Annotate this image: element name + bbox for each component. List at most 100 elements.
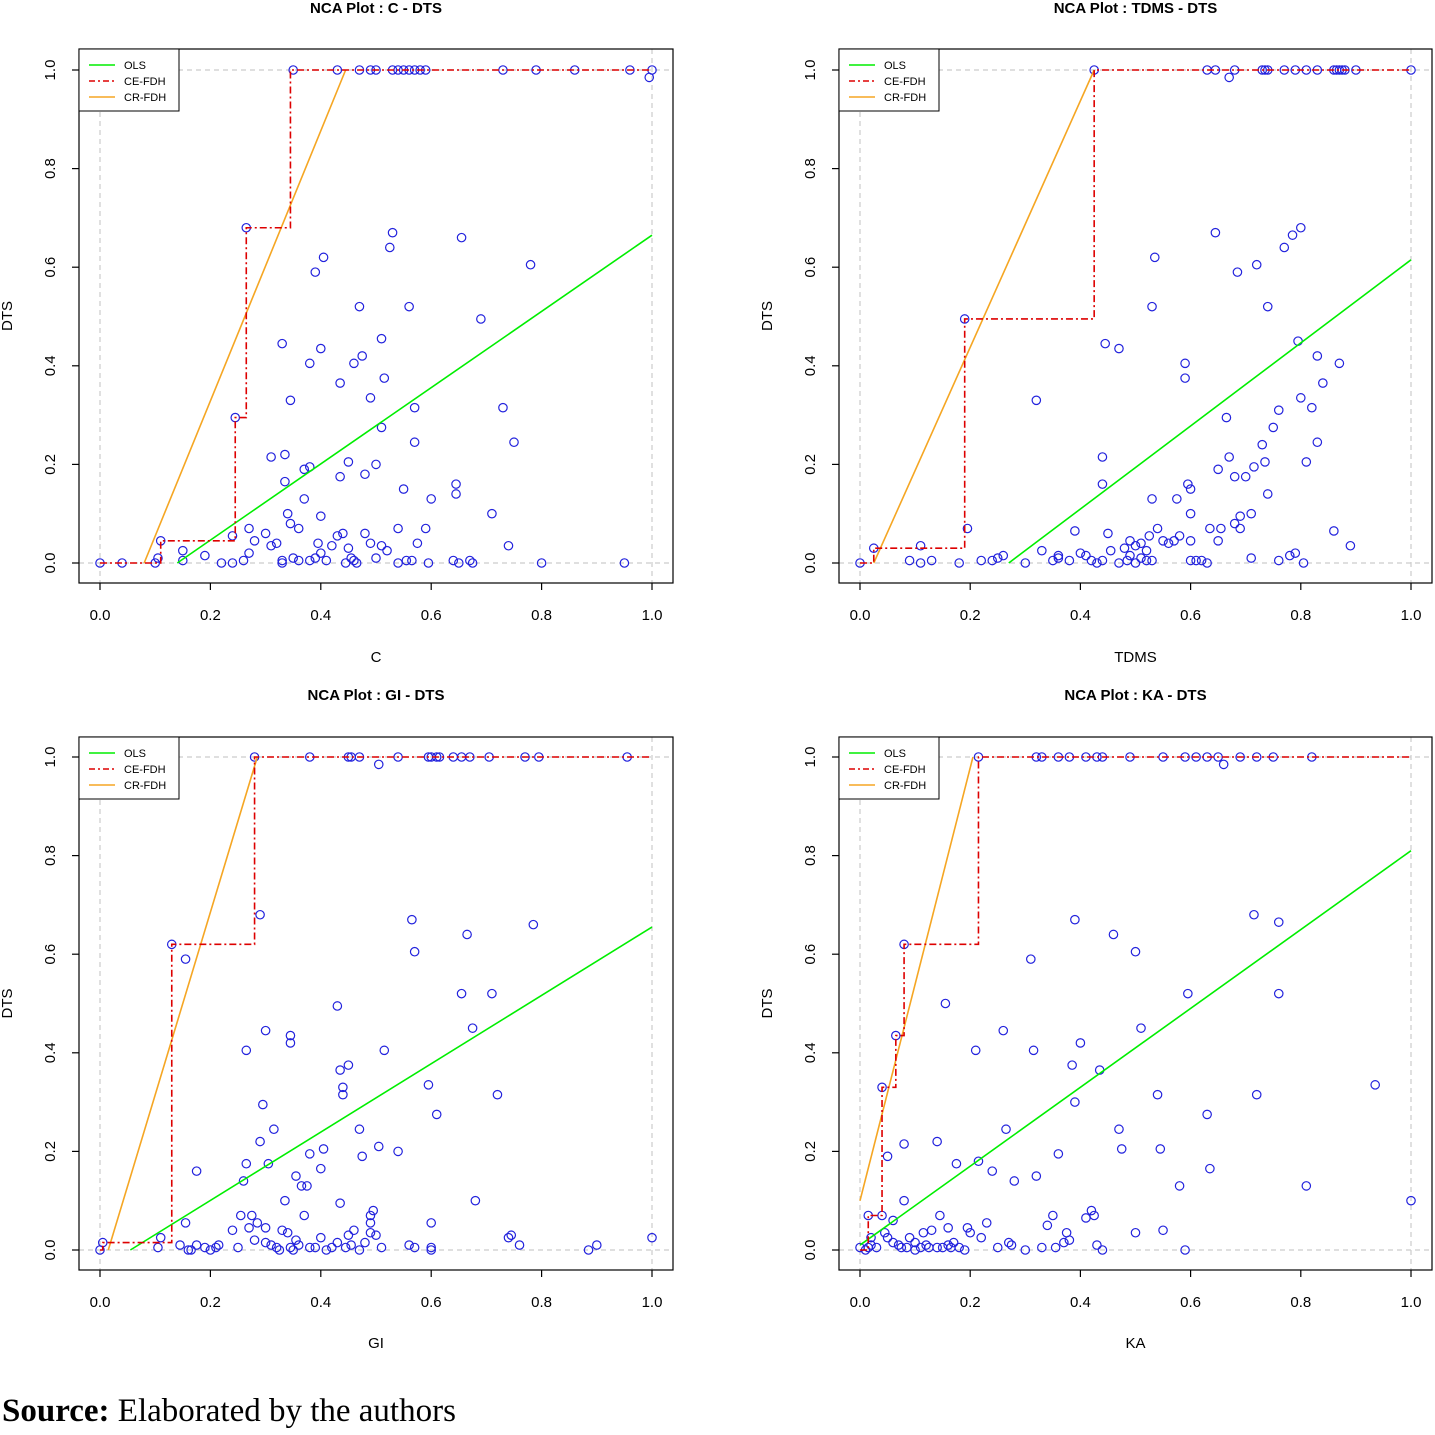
ols-line: [1008, 259, 1412, 564]
data-point: [357, 351, 367, 361]
data-point: [252, 1218, 263, 1228]
data-point: [918, 1227, 929, 1238]
data-point: [1086, 555, 1097, 566]
data-point: [965, 1227, 975, 1238]
legend-label-cr-fdh: CR-FDH: [884, 92, 926, 104]
data-point: [525, 259, 536, 270]
data-point: [1125, 550, 1135, 561]
data-point: [368, 1205, 379, 1216]
data-point: [338, 1089, 348, 1100]
data-point: [404, 301, 414, 312]
data-point: [1053, 553, 1064, 563]
ce-fdh-step-line: [100, 69, 652, 564]
data-point: [315, 511, 326, 521]
x-tick-label: 1.0: [1401, 607, 1422, 624]
data-point: [327, 540, 337, 551]
data-point: [879, 1227, 890, 1238]
data-point: [216, 558, 227, 568]
data-point: [1136, 553, 1146, 563]
data-point: [921, 1240, 931, 1250]
data-point: [1020, 1245, 1031, 1255]
data-point: [376, 1242, 387, 1253]
legend-label-ols: OLS: [124, 748, 146, 760]
y-axis-label: DTS: [759, 989, 776, 1019]
ols-line: [129, 926, 653, 1251]
data-point: [1130, 946, 1141, 957]
data-point: [304, 1149, 315, 1159]
legend-box: [838, 736, 940, 800]
data-point: [1070, 914, 1080, 925]
legend-label-ols: OLS: [884, 748, 906, 760]
data-point: [335, 378, 345, 388]
data-point: [456, 988, 467, 999]
data-point: [155, 1232, 166, 1243]
data-point: [409, 437, 420, 448]
data-point: [448, 555, 459, 566]
data-point: [1114, 343, 1124, 354]
data-point: [1279, 242, 1290, 253]
data-point: [200, 1242, 210, 1253]
data-point: [1273, 988, 1284, 999]
x-tick-label: 0.8: [531, 1294, 552, 1311]
y-tick-label: 0.0: [802, 553, 819, 574]
data-point: [1081, 1213, 1091, 1223]
data-point: [376, 422, 387, 433]
data-point: [426, 494, 436, 504]
data-point: [153, 1242, 163, 1253]
data-point: [304, 1242, 315, 1253]
data-point: [280, 449, 290, 460]
data-point: [282, 1227, 293, 1238]
data-point: [1216, 523, 1226, 534]
legend-label-cr-fdh: CR-FDH: [124, 92, 166, 104]
data-point: [871, 1242, 882, 1253]
x-tick-label: 1.0: [642, 607, 663, 624]
data-point: [291, 1171, 301, 1181]
data-point: [327, 1242, 337, 1253]
data-point: [293, 555, 304, 566]
data-point: [948, 1237, 959, 1248]
data-point: [1092, 558, 1102, 568]
x-tick-label: 0.0: [90, 1294, 111, 1311]
caption-label: Source:: [2, 1393, 110, 1429]
cr-fdh-line: [859, 756, 974, 1201]
legend-label-ols: OLS: [884, 60, 906, 72]
plot-frame: [78, 48, 674, 584]
x-tick-label: 0.2: [960, 1294, 981, 1311]
data-point: [1185, 484, 1196, 494]
y-tick-label: 1.0: [802, 747, 819, 768]
y-tick-label: 0.6: [802, 257, 819, 278]
data-point: [238, 1176, 249, 1186]
data-point: [1026, 954, 1036, 964]
data-point: [1001, 1124, 1011, 1135]
data-point: [426, 1245, 436, 1255]
data-point: [962, 1223, 973, 1233]
data-point: [365, 1210, 376, 1221]
data-point: [371, 1230, 381, 1241]
data-point: [1100, 338, 1110, 349]
data-point: [1235, 511, 1245, 521]
data-point: [1296, 393, 1306, 403]
data-point: [926, 1225, 937, 1236]
data-point: [291, 1235, 301, 1245]
data-point: [932, 1136, 942, 1147]
y-tick-label: 0.6: [42, 257, 59, 278]
data-point: [1006, 1240, 1017, 1250]
scatter-points: [855, 65, 1416, 568]
legend-label-ols: OLS: [124, 60, 146, 72]
data-point: [1037, 1242, 1047, 1253]
data-point: [285, 1030, 296, 1041]
x-tick-label: 0.6: [421, 607, 442, 624]
data-point: [186, 1245, 196, 1255]
data-point: [1097, 1245, 1108, 1255]
data-point: [1064, 1235, 1075, 1245]
cr-fdh-line: [873, 69, 1095, 564]
data-point: [277, 338, 287, 349]
data-point: [191, 1166, 202, 1176]
data-point: [1020, 558, 1031, 568]
data-point: [318, 252, 329, 263]
data-point: [180, 954, 191, 964]
data-point: [498, 402, 508, 413]
data-point: [866, 1232, 876, 1243]
data-point: [343, 1230, 354, 1241]
data-point: [321, 1245, 332, 1255]
